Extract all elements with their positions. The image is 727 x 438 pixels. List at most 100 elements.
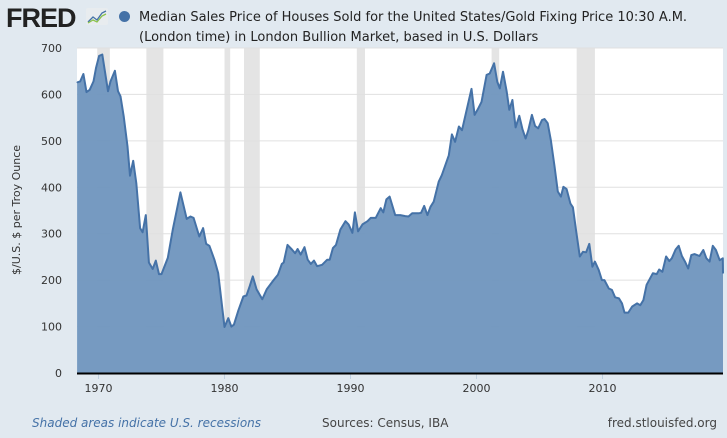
data-point <box>705 257 708 259</box>
data-point <box>385 198 388 200</box>
data-point <box>202 227 204 229</box>
data-point <box>223 326 226 328</box>
data-point <box>575 229 577 231</box>
data-point <box>139 227 141 229</box>
data-point <box>294 252 296 254</box>
data-point <box>684 260 686 263</box>
data-point <box>527 130 529 132</box>
data-point <box>506 91 508 93</box>
data-point <box>451 133 453 135</box>
data-point <box>167 257 169 259</box>
data-point <box>627 312 629 314</box>
data-point <box>252 275 254 278</box>
recession-band <box>224 48 231 373</box>
data-point <box>514 126 517 128</box>
data-point <box>230 325 233 328</box>
data-point <box>399 214 401 216</box>
data-point <box>448 154 450 156</box>
data-point <box>256 288 258 291</box>
data-point <box>582 251 584 253</box>
x-tick-label: 2010 <box>589 382 617 395</box>
data-point <box>531 114 533 116</box>
data-point <box>618 297 620 299</box>
fred-logo[interactable]: FRED <box>6 3 76 33</box>
data-point <box>678 245 680 247</box>
data-point <box>661 271 663 273</box>
data-point <box>585 251 587 253</box>
data-point <box>307 259 309 261</box>
data-point <box>441 174 443 176</box>
data-point <box>281 263 283 265</box>
data-point <box>603 279 605 281</box>
data-point <box>569 202 571 205</box>
data-point <box>189 215 192 218</box>
data-point <box>344 220 347 222</box>
y-tick-label: 500 <box>41 135 62 148</box>
data-point <box>417 212 420 214</box>
data-point <box>321 264 323 266</box>
data-point <box>375 217 377 219</box>
data-point <box>332 247 334 249</box>
data-point <box>227 317 229 319</box>
y-tick-label: 700 <box>41 42 62 55</box>
data-point <box>496 81 498 83</box>
data-point <box>286 244 289 246</box>
data-point <box>300 254 302 256</box>
data-point <box>477 108 479 110</box>
data-point <box>213 259 216 261</box>
data-point <box>129 175 131 177</box>
data-point <box>119 95 122 97</box>
data-point <box>438 181 440 183</box>
site-link[interactable]: fred.stlouisfed.org <box>607 416 717 430</box>
x-tick-label: 1970 <box>85 382 113 395</box>
recession-band <box>356 48 365 373</box>
data-point <box>82 73 84 75</box>
data-point <box>109 80 112 83</box>
data-point <box>310 263 312 265</box>
data-point <box>208 245 210 247</box>
series-area <box>77 54 723 373</box>
data-point <box>712 245 714 247</box>
recession-note[interactable]: Shaded areas indicate U.S. recessions <box>32 416 262 430</box>
y-tick-label: 0 <box>55 367 62 380</box>
data-point <box>547 122 549 124</box>
data-point <box>639 304 641 306</box>
data-point <box>470 88 473 90</box>
data-point <box>572 206 574 208</box>
legend-marker <box>119 11 130 22</box>
data-point <box>179 191 181 193</box>
data-point <box>339 228 342 231</box>
data-point <box>394 214 396 216</box>
data-point <box>502 71 504 73</box>
data-point <box>608 287 610 290</box>
data-point <box>123 115 125 117</box>
y-tick-label: 300 <box>41 228 62 241</box>
data-point <box>426 214 428 216</box>
data-point <box>521 128 524 130</box>
data-point <box>348 223 350 226</box>
data-point <box>614 296 616 298</box>
data-point <box>145 214 147 216</box>
data-point <box>354 211 356 213</box>
data-point <box>217 272 219 274</box>
data-point <box>508 109 510 111</box>
data-point <box>429 206 432 208</box>
data-point <box>671 257 673 259</box>
data-point <box>92 80 95 83</box>
data-point <box>480 101 483 103</box>
data-point <box>98 55 100 57</box>
data-point <box>458 125 460 128</box>
data-point <box>313 260 315 262</box>
data-point <box>594 260 596 263</box>
data-point <box>485 74 488 76</box>
data-point <box>351 232 353 234</box>
data-point <box>233 324 235 326</box>
data-point <box>511 99 514 101</box>
data-point <box>588 243 590 245</box>
data-point <box>303 246 306 248</box>
data-point <box>142 231 144 233</box>
data-point <box>245 294 248 297</box>
data-point <box>656 273 658 275</box>
data-point <box>357 230 359 232</box>
